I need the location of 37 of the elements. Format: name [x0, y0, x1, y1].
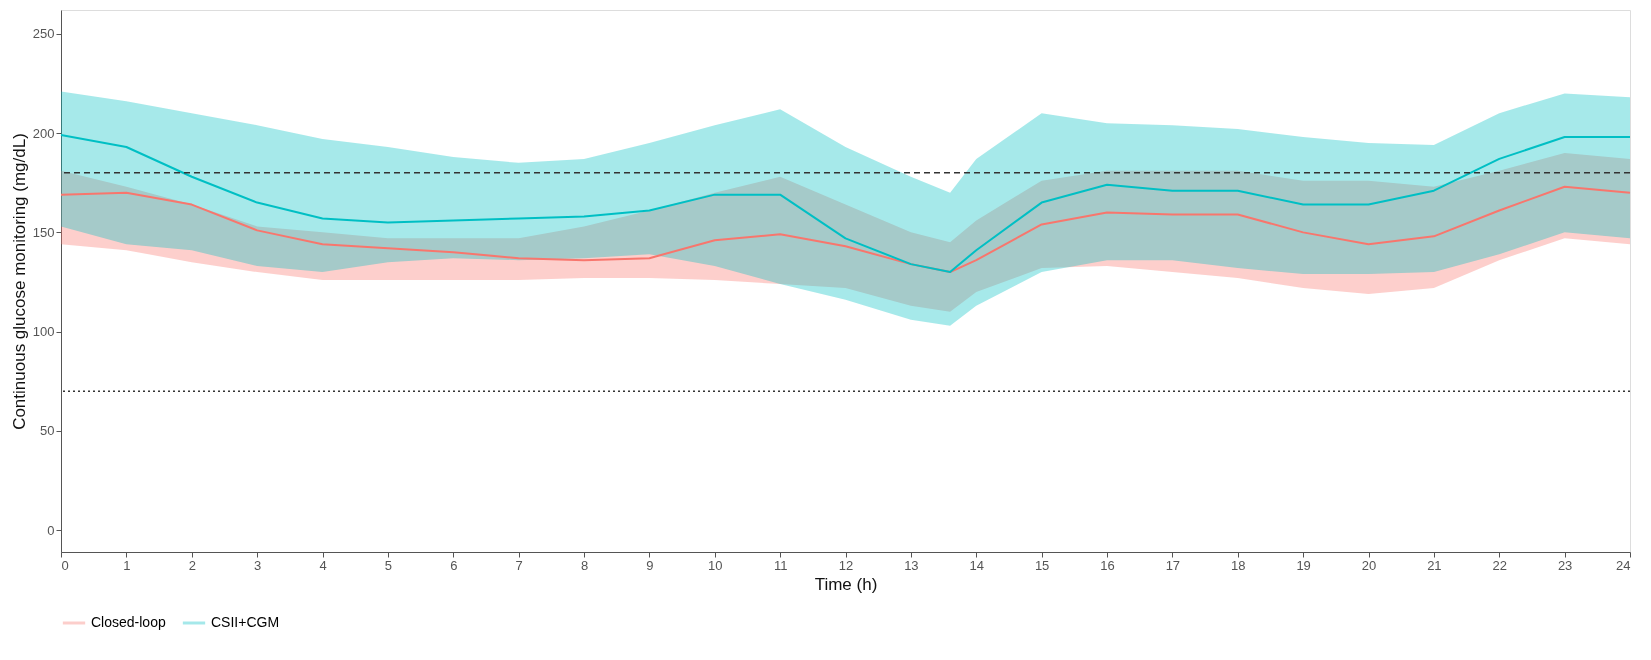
x-tick-label: 9: [646, 557, 654, 573]
x-tick-label: 8: [580, 557, 589, 573]
x-tick-label: 24: [1616, 557, 1631, 573]
x-tick-label: 20: [1361, 557, 1377, 573]
x-tick-label: 22: [1492, 557, 1507, 573]
x-tick-label: 5: [384, 557, 392, 573]
x-tick-label: 10: [708, 557, 723, 573]
x-tick-label: 6: [450, 557, 458, 573]
x-tick-label: 0: [61, 557, 69, 573]
x-tick-label: 2: [188, 557, 196, 573]
x-tick-label: 13: [904, 557, 919, 573]
x-tick-label: 21: [1427, 557, 1442, 573]
x-tick-label: 19: [1296, 557, 1311, 573]
y-tick-label: 250: [32, 26, 55, 42]
y-tick-label: 0: [47, 522, 55, 538]
legend-label: Closed-loop: [91, 614, 166, 630]
x-tick-label: 18: [1231, 557, 1246, 573]
y-tick-label: 50: [40, 423, 55, 439]
x-tick-label: 7: [515, 557, 523, 573]
x-tick-label: 14: [969, 557, 984, 573]
x-tick-label: 15: [1034, 557, 1050, 573]
legend-label: CSII+CGM: [211, 614, 280, 630]
y-tick-label: 150: [32, 224, 55, 240]
x-tick-label: 23: [1557, 557, 1573, 573]
x-tick-label: 12: [838, 557, 854, 573]
line-series: [60, 185, 1631, 274]
x-tick-label: 4: [319, 557, 327, 573]
line-series: [60, 134, 1631, 274]
y-tick-label: 100: [32, 324, 55, 340]
x-axis-title: Time (h): [814, 574, 878, 594]
x-tick-label: 17: [1165, 557, 1181, 573]
y-tick-label: 200: [32, 125, 55, 141]
y-axis-title: Continuous glucose monitoring (mg/dL): [9, 133, 29, 430]
x-tick-label: 3: [254, 557, 262, 573]
x-tick-label: 11: [773, 557, 788, 573]
x-tick-label: 16: [1100, 557, 1115, 573]
x-tick-label: 1: [123, 557, 131, 573]
